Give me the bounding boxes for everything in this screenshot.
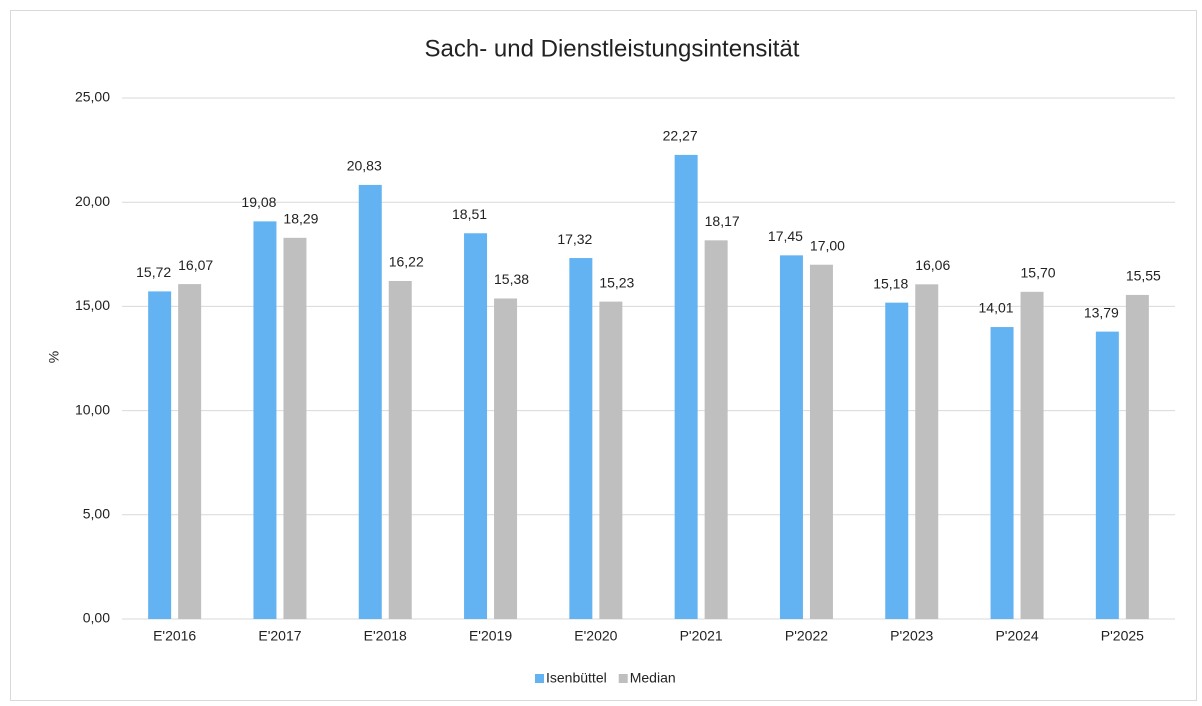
x-tick-label: P'2025: [1101, 628, 1144, 644]
data-label: 15,72: [136, 264, 171, 280]
data-label: 20,83: [347, 158, 382, 174]
y-tick-label: 20,00: [75, 193, 110, 209]
bar: [253, 221, 277, 619]
x-tick-label: P'2024: [995, 628, 1038, 644]
bar: [599, 301, 623, 619]
data-label: 16,22: [389, 254, 424, 270]
bar: [388, 280, 412, 619]
data-label: 18,29: [283, 211, 318, 227]
bar: [885, 302, 909, 619]
bar: [990, 327, 1014, 619]
y-tick-label: 15,00: [75, 297, 110, 313]
data-label: 17,32: [557, 231, 592, 247]
data-label: 18,51: [452, 206, 487, 222]
bar: [494, 298, 518, 619]
data-label: 19,08: [241, 194, 276, 210]
bar: [178, 284, 202, 619]
data-label: 15,70: [1021, 265, 1056, 281]
legend-swatch: [535, 674, 544, 683]
bar: [1020, 291, 1044, 619]
x-tick-label: P'2021: [680, 628, 723, 644]
bar: [674, 154, 698, 620]
bar: [1095, 331, 1119, 619]
x-tick-label: E'2018: [364, 628, 407, 644]
bar: [358, 184, 382, 619]
bar: [283, 237, 307, 619]
legend-label: Median: [630, 670, 676, 686]
chart-title: Sach- und Dienstleistungsintensität: [425, 35, 800, 62]
y-tick-label: 10,00: [75, 401, 110, 417]
legend-label: Isenbüttel: [546, 670, 607, 686]
y-tick-label: 25,00: [75, 89, 110, 105]
data-label: 16,06: [915, 257, 950, 273]
x-tick-label: E'2017: [258, 628, 301, 644]
x-tick-label: E'2020: [574, 628, 617, 644]
data-label: 22,27: [663, 128, 698, 144]
data-label: 15,18: [873, 275, 908, 291]
legend-swatch: [618, 674, 628, 683]
y-tick-label: 0,00: [83, 610, 110, 626]
x-tick-label: P'2023: [890, 628, 933, 644]
data-label: 15,23: [599, 274, 634, 290]
x-tick-label: E'2019: [469, 628, 512, 644]
data-label: 15,38: [494, 271, 529, 287]
x-tick-label: E'2016: [153, 628, 196, 644]
data-label: 14,01: [979, 300, 1014, 316]
bar: [704, 240, 728, 619]
data-label: 16,07: [178, 257, 213, 273]
bar: [569, 258, 593, 619]
data-label: 17,45: [768, 228, 803, 244]
bar: [1125, 294, 1149, 619]
x-tick-label: P'2022: [785, 628, 828, 644]
bar: [148, 291, 172, 619]
data-label: 13,79: [1084, 304, 1119, 320]
data-label: 17,00: [810, 237, 845, 253]
bar: [779, 255, 803, 620]
y-axis-label: %: [46, 351, 62, 363]
bar: [464, 233, 488, 620]
y-tick-label: 5,00: [83, 506, 110, 522]
data-label: 18,17: [705, 213, 740, 229]
data-label: 15,55: [1126, 268, 1161, 284]
bar: [809, 264, 833, 619]
bar: [915, 284, 939, 619]
